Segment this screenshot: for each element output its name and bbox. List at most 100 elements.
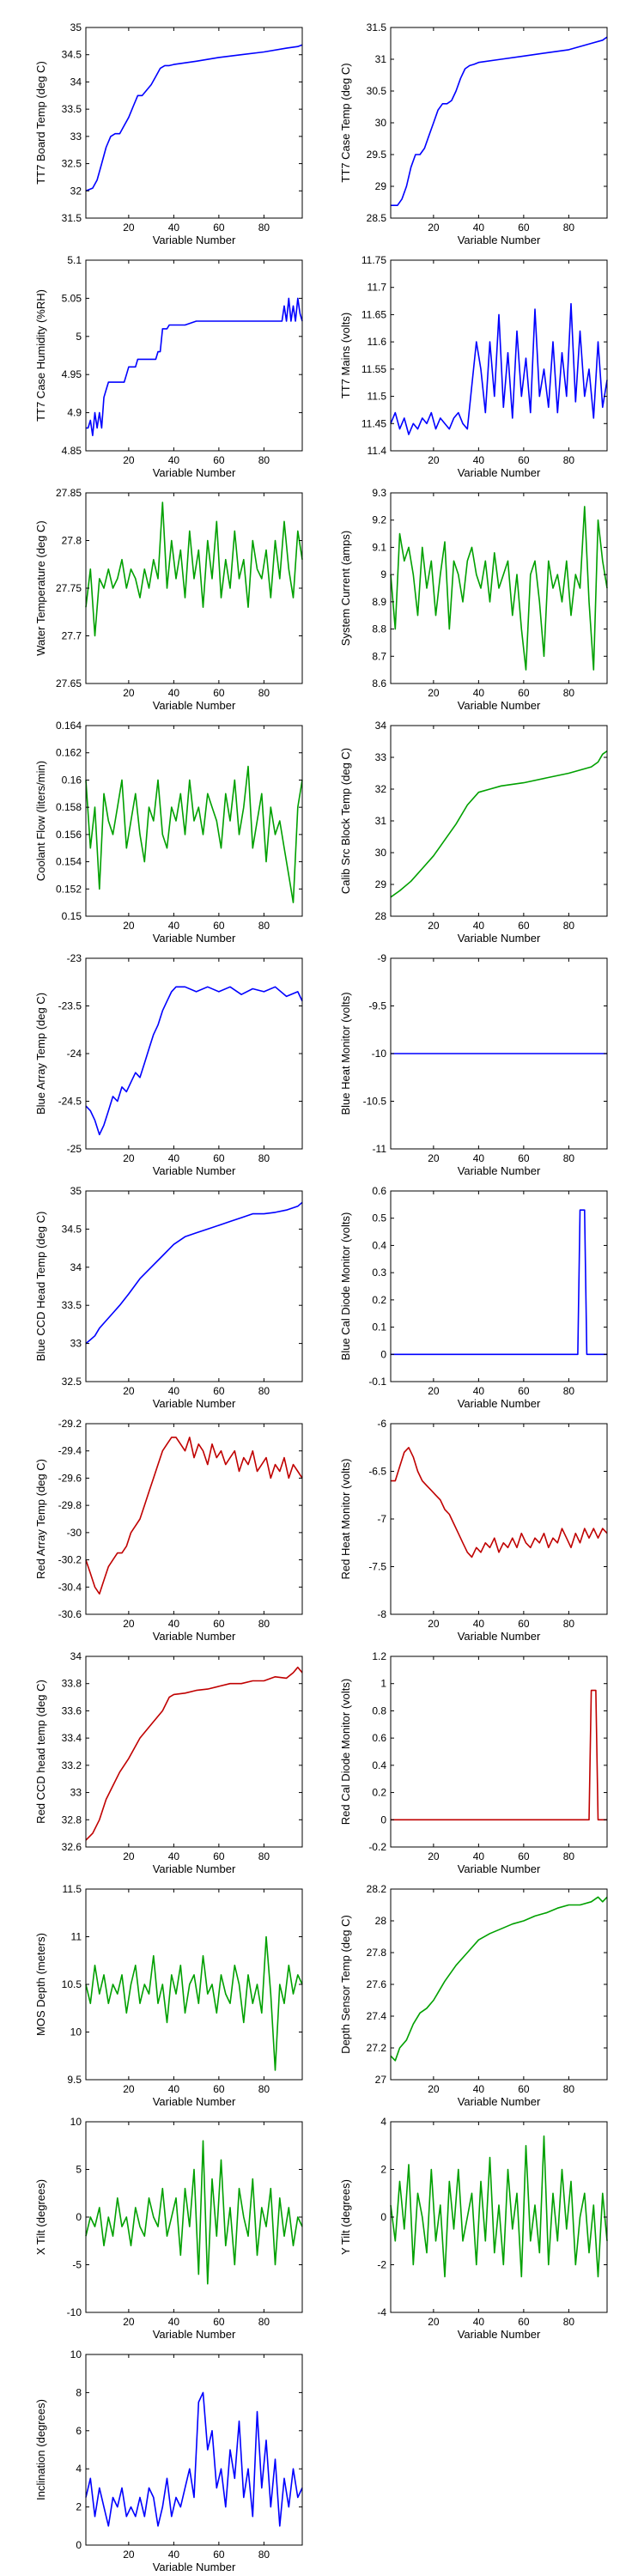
x-tick-label: 80 — [258, 2549, 270, 2561]
x-tick-label: 60 — [213, 687, 225, 699]
y-tick-label: 33.5 — [62, 103, 82, 115]
x-axis-label: Variable Number — [458, 1630, 541, 1643]
y-tick-label: 27.85 — [56, 487, 82, 499]
axes-box — [390, 1423, 608, 1615]
x-axis-label: Variable Number — [458, 466, 541, 479]
x-axis-label: Variable Number — [153, 234, 236, 246]
chart-panel: 20 40 60 80 -0.1 0 0.1 0.2 0.3 0.4 0.5 0.6 Variable … — [339, 1185, 608, 1410]
series-line — [391, 36, 608, 206]
x-tick-label: 80 — [563, 1618, 575, 1630]
y-tick-label: 27.4 — [367, 2010, 387, 2022]
y-axis-label: Calib Src Block Temp (deg C) — [339, 748, 352, 894]
x-tick-label: 40 — [473, 454, 485, 466]
y-tick-label: 10.5 — [62, 1978, 82, 1990]
chart-panel: 20 40 60 80 27.65 27.7 27.75 27.8 27.85 Variable … — [34, 487, 303, 712]
y-tick-label: 34.5 — [62, 49, 82, 61]
y-tick-label: 8.7 — [372, 650, 386, 662]
series-line — [390, 1896, 608, 2062]
y-tick-label: 33.4 — [62, 1732, 82, 1744]
y-tick-label: 0.2 — [372, 1294, 386, 1306]
series-line — [391, 1209, 607, 1356]
y-tick-label: 11 — [71, 1931, 82, 1943]
y-tick-label: 29.5 — [367, 149, 387, 161]
y-axis-label: TT7 Case Temp (deg C) — [339, 63, 352, 182]
y-tick-label: 0 — [380, 1348, 386, 1360]
y-tick-label: -9.5 — [368, 1000, 386, 1012]
x-tick-label: 40 — [473, 2316, 485, 2328]
x-tick-label: 20 — [123, 1385, 135, 1397]
y-tick-label: 32 — [375, 783, 387, 795]
y-tick-label: -6 — [377, 1418, 386, 1430]
x-tick-label: 40 — [473, 1152, 485, 1164]
y-tick-label: 8.6 — [372, 677, 386, 690]
x-tick-label: 60 — [213, 920, 225, 932]
y-tick-label: -30.2 — [58, 1554, 82, 1566]
y-tick-label: 31.5 — [367, 21, 387, 33]
x-tick-label: 80 — [258, 2316, 270, 2328]
chart-panel: 20 40 60 80 -30.6 -30.4 -30.2 -30 -29.8 -29.6 -29.… — [34, 1418, 303, 1643]
x-tick-label: 40 — [168, 2316, 180, 2328]
y-tick-label: 9.3 — [372, 487, 386, 499]
y-tick-label: 34 — [70, 1650, 82, 1662]
x-tick-label: 60 — [213, 2549, 225, 2561]
y-tick-label: -7.5 — [368, 1561, 386, 1573]
x-axis-label: Variable Number — [153, 1862, 236, 1875]
y-tick-label: 1 — [380, 1678, 386, 1690]
x-tick-label: 40 — [168, 1850, 180, 1862]
series-line — [390, 750, 608, 898]
axes-box — [85, 1656, 303, 1848]
axes-box — [390, 2121, 608, 2313]
y-tick-label: -30.4 — [58, 1581, 82, 1593]
y-tick-label: 34 — [70, 1261, 82, 1273]
y-tick-label: 4 — [380, 2116, 386, 2128]
x-tick-label: 20 — [428, 1152, 440, 1164]
x-tick-label: 40 — [168, 1152, 180, 1164]
series-line — [85, 44, 303, 192]
axes-box — [390, 1190, 608, 1382]
x-axis-label: Variable Number — [153, 2328, 236, 2341]
series-line — [85, 1437, 303, 1595]
y-tick-label: 8.8 — [372, 623, 386, 635]
x-tick-label: 40 — [473, 1850, 485, 1862]
series-line — [85, 2391, 303, 2527]
x-tick-label: 60 — [213, 1152, 225, 1164]
axes-box — [85, 2121, 303, 2313]
series-line — [390, 302, 608, 435]
y-tick-label: -29.6 — [58, 1472, 82, 1484]
y-tick-label: 35 — [70, 21, 82, 33]
y-tick-label: 11.7 — [368, 282, 387, 294]
x-tick-label: 80 — [258, 1618, 270, 1630]
x-tick-label: 80 — [258, 454, 270, 466]
chart-panel: 20 40 60 80 -8 -7.5 -7 -6.5 -6 Variable Number Red… — [339, 1418, 608, 1643]
y-tick-label: 11.4 — [368, 445, 387, 457]
axes-box — [85, 725, 303, 917]
y-tick-label: 5.05 — [62, 292, 82, 304]
x-tick-label: 20 — [123, 687, 135, 699]
x-tick-label: 80 — [563, 1385, 575, 1397]
y-tick-label: 11.6 — [368, 336, 387, 348]
x-tick-label: 40 — [168, 2083, 180, 2095]
y-axis-label: Inclination (degrees) — [34, 2399, 47, 2500]
y-tick-label: 0 — [76, 2211, 82, 2223]
series-line — [85, 1666, 303, 1841]
y-tick-label: 35 — [70, 1185, 82, 1197]
y-tick-label: 5.1 — [67, 254, 82, 266]
x-tick-label: 40 — [168, 1385, 180, 1397]
x-tick-label: 20 — [123, 2316, 135, 2328]
y-axis-label: Red CCD head temp (deg C) — [34, 1680, 47, 1824]
y-axis-label: Depth Sensor Temp (deg C) — [339, 1915, 352, 2054]
x-tick-label: 60 — [518, 1618, 530, 1630]
series-line — [391, 1689, 607, 1821]
x-tick-label: 80 — [563, 1152, 575, 1164]
axes-box — [85, 259, 303, 452]
y-tick-label: -23.5 — [58, 1000, 82, 1012]
y-tick-label: -11 — [373, 1143, 387, 1155]
y-tick-label: 0 — [380, 1814, 386, 1826]
axes-box — [390, 259, 608, 452]
y-tick-label: 0.15 — [62, 910, 82, 922]
y-tick-label: 27.6 — [367, 1978, 387, 1990]
y-tick-label: -0.2 — [368, 1841, 386, 1853]
x-tick-label: 20 — [428, 2316, 440, 2328]
y-tick-label: 28.5 — [367, 212, 387, 224]
y-tick-label: -10 — [372, 1048, 387, 1060]
